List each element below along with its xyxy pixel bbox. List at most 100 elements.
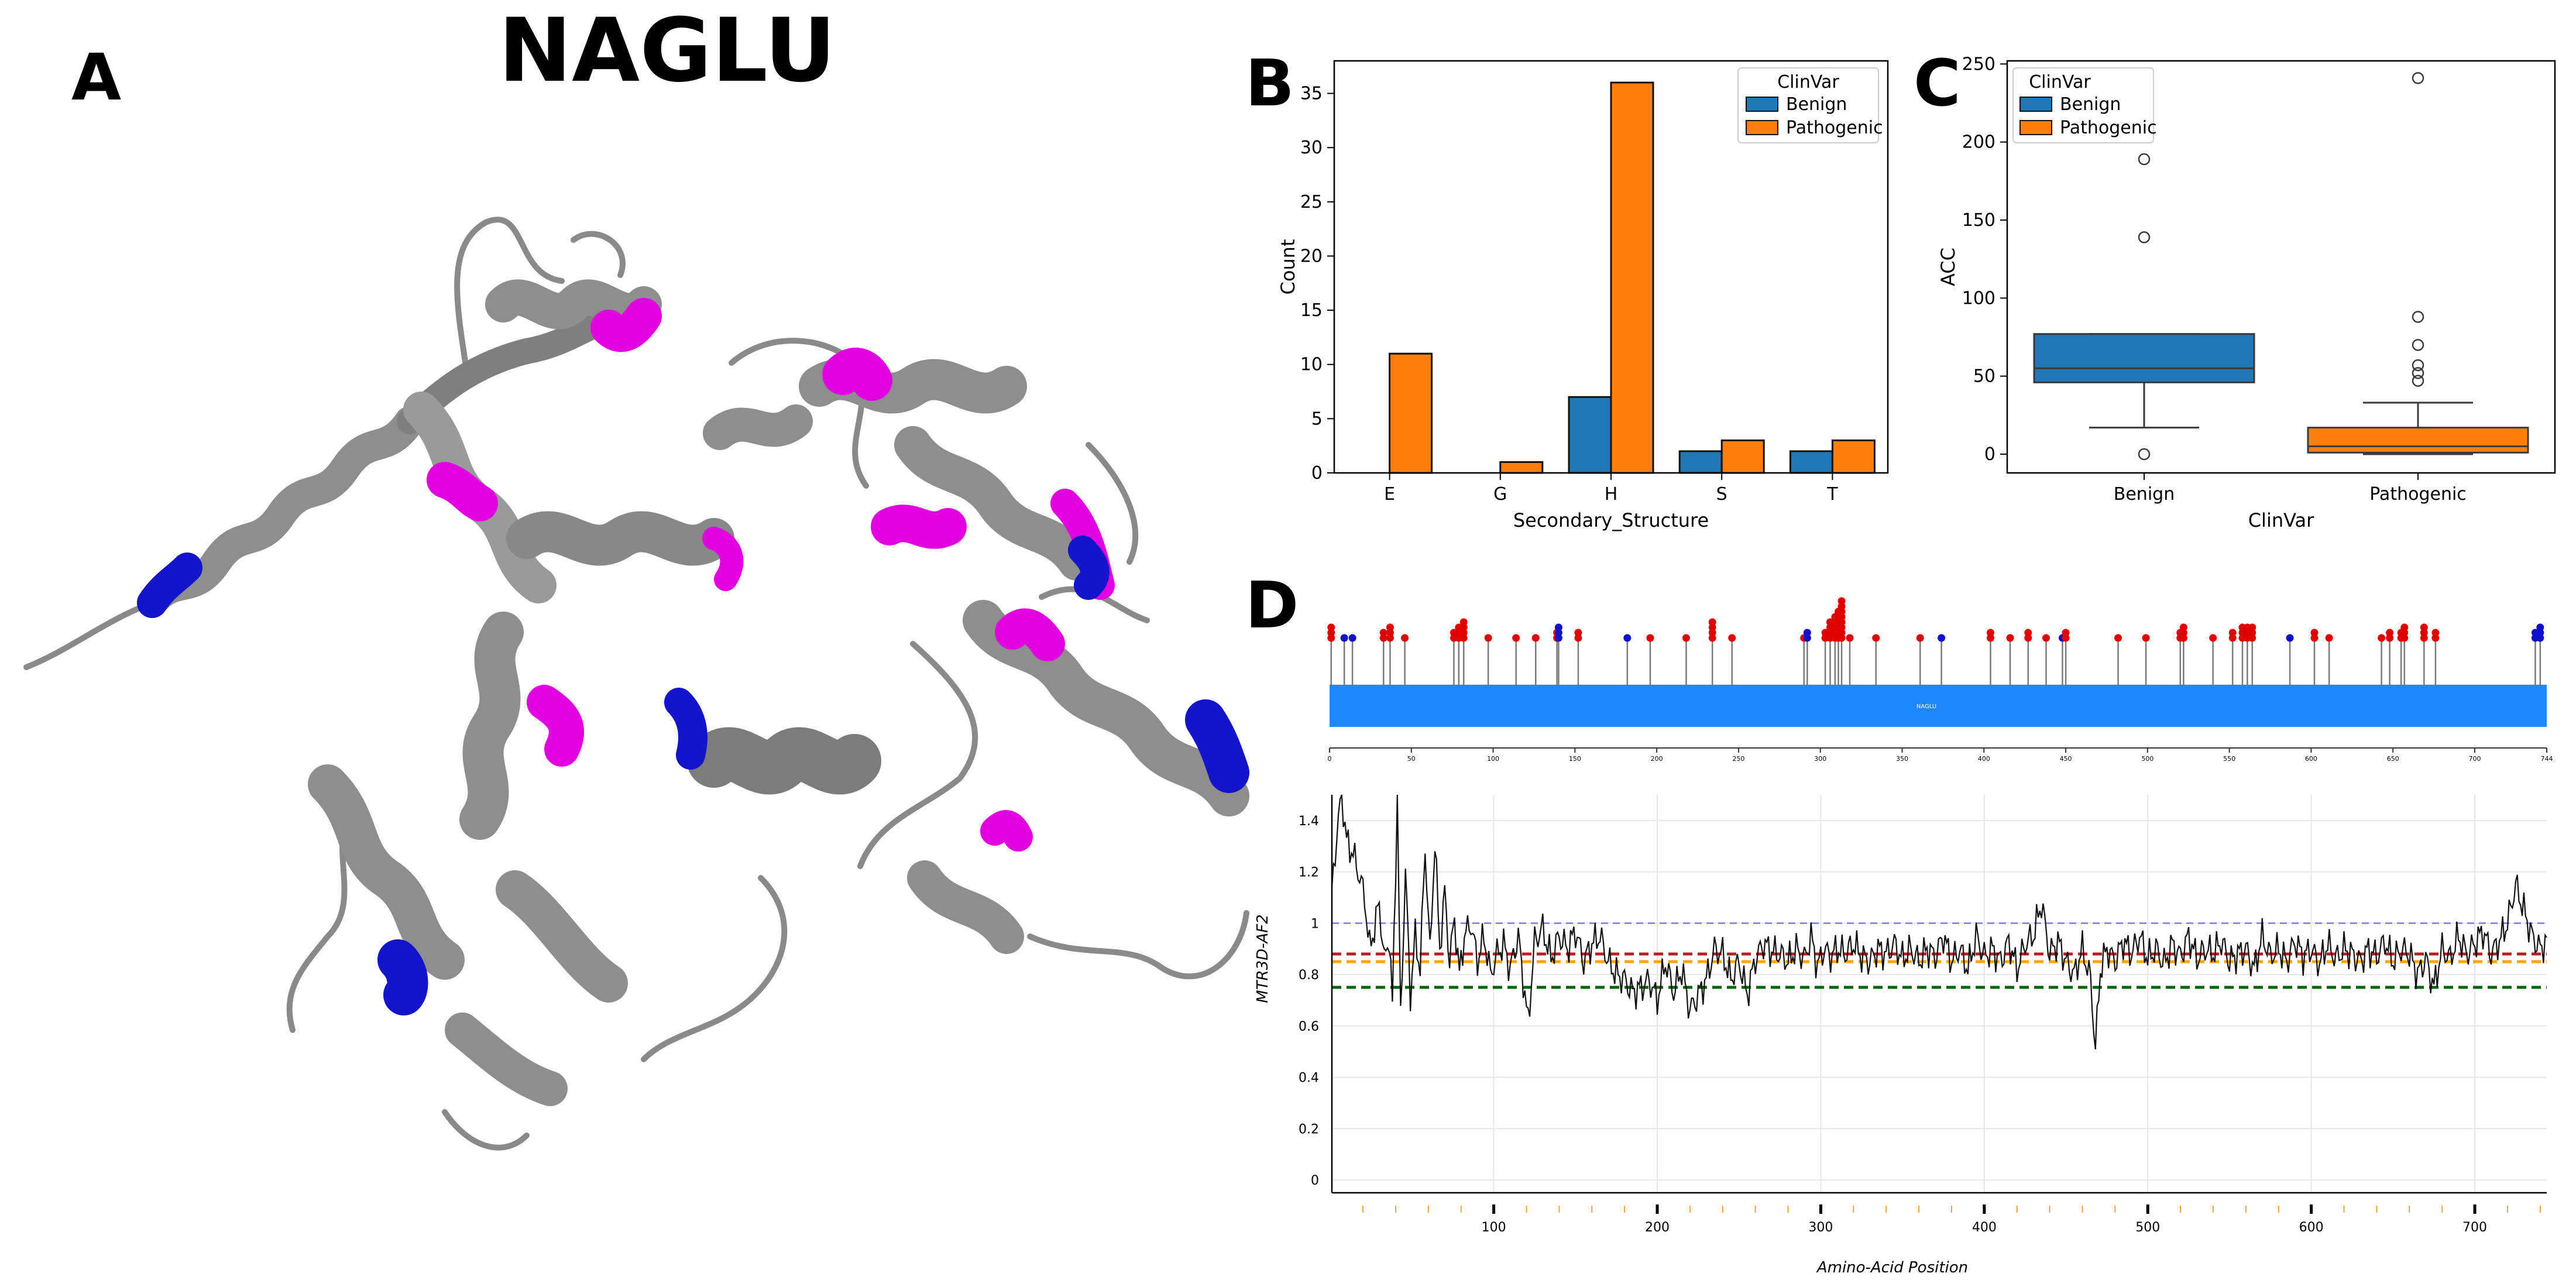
d-lollipop-head (1803, 634, 1811, 642)
d-lollipop-head (2325, 634, 2333, 642)
c-outlier-point (2412, 311, 2424, 323)
d-lollipop-head (2248, 634, 2256, 642)
d-lollipop-head (1938, 634, 1946, 642)
d-lollipop-head (1574, 629, 1582, 637)
helix-right-lower (963, 600, 1249, 816)
d-ytick-label: 0.2 (1299, 1122, 1319, 1137)
d-lollipop-head (2114, 634, 2122, 642)
d-lollipop-head (1401, 634, 1409, 642)
c-legend-label: Benign (2060, 94, 2121, 115)
d-lollipop-head (1459, 634, 1468, 642)
c-ytick-label: 150 (1962, 210, 1995, 231)
d-lollipop-head (1459, 629, 1468, 637)
d-xtick-label: 300 (1808, 1220, 1833, 1235)
d-lollipop-head (1348, 634, 1356, 642)
d-lollipop-head (1512, 634, 1520, 642)
d-lollipop-head (1459, 618, 1468, 626)
d-lollipop-head (1386, 629, 1394, 637)
panel-c-label: C (1914, 46, 1961, 121)
d-xlabel: Amino-Acid Position (1816, 1259, 1968, 1276)
d-lollipop-head (1340, 634, 1348, 642)
chart-c-acc-boxplot: 0 50 100 150 200 250 Benign Pathogenic ClinVar AC… (1937, 54, 2556, 531)
d-lollipop-head (1872, 634, 1880, 642)
helix-right-lower-benign (1185, 699, 1249, 793)
d-lollipop-head (2248, 623, 2256, 632)
b-ylabel: Count (1277, 239, 1299, 294)
d-lollipop-head (1386, 634, 1394, 642)
helix-right-top-path (822, 348, 892, 401)
helix-left-upper-path (427, 462, 498, 521)
helix-bottom (445, 1013, 568, 1106)
b-xtick-label: S (1716, 484, 1727, 504)
d-ytick-label: 0.8 (1299, 968, 1319, 983)
d-xtick-label: 400 (1972, 1220, 1997, 1235)
d-lollipop-head (2179, 634, 2187, 642)
d-lollipop-head (1837, 634, 1846, 642)
panel-a-label: A (71, 40, 121, 115)
d-lollipop-head (1728, 634, 1736, 642)
d-lollipop-head (2431, 629, 2440, 637)
b-bar-pathogenic-S (1720, 439, 1765, 474)
c-legend-swatch-benign (2019, 97, 2052, 112)
d-lollipop-head (1554, 629, 1562, 637)
b-ytick-label: 35 (1300, 84, 1323, 104)
b-xtick-label: E (1384, 484, 1395, 504)
d-lollipop-head (1837, 623, 1846, 632)
d-ytick-label: 0.6 (1299, 1020, 1319, 1034)
helix-nterm-long (137, 406, 425, 618)
d-lollipop-head (1327, 634, 1335, 642)
d-lollipop-head (1803, 629, 1811, 637)
d-lollipop-head (1623, 634, 1632, 642)
d-lollipop-tick-label: 650 (2387, 755, 2399, 763)
d-lollipop-tick-label: 450 (2060, 755, 2072, 763)
d-lollipop-head (2179, 629, 2187, 637)
d-lollipop-head (2179, 623, 2187, 632)
d-lollipop-head (2248, 629, 2256, 637)
helix-top-left-path (590, 298, 662, 352)
c-xtick-label: Benign (2114, 484, 2175, 504)
helix-right-lower-path (995, 608, 1065, 661)
c-outlier-point (2412, 359, 2424, 372)
c-outlier-point (2412, 367, 2424, 379)
helix-bottom-left (496, 870, 628, 1003)
c-outlier-point (2138, 448, 2151, 461)
b-xtick-label: T (1826, 484, 1838, 504)
d-lollipop-tick-label: 600 (2305, 755, 2317, 763)
d-lollipop-head (2536, 623, 2544, 632)
coil-center (857, 641, 978, 869)
d-lollipop-head (2310, 634, 2319, 642)
d-lollipop-head (2420, 623, 2428, 632)
d-lollipop-head (2400, 634, 2409, 642)
helix-center-barrel (687, 727, 881, 795)
d-lollipop-head (1459, 623, 1468, 632)
d-lollipop-head (2142, 634, 2150, 642)
coil-nterm (23, 600, 155, 670)
d-xtick-label: 700 (2462, 1220, 2487, 1235)
d-lollipop-head (2420, 629, 2428, 637)
coil-top (454, 217, 565, 383)
protein-title: NAGLU (499, 0, 836, 102)
panel-d-label: D (1245, 568, 1299, 643)
b-ytick-label: 25 (1300, 192, 1323, 212)
d-xtick-label: 200 (1645, 1220, 1670, 1235)
b-legend-title: ClinVar (1777, 72, 1839, 92)
d-lollipop-head (2062, 634, 2070, 642)
b-legend-label: Benign (1786, 94, 1847, 115)
d-lollipop-head (2400, 623, 2409, 632)
d-ylabel: MTR3D-AF2 (1254, 914, 1272, 1003)
d-lollipop-head (2431, 634, 2440, 642)
b-legend-label: Pathogenic (1786, 118, 1883, 138)
b-xtick-label: H (1605, 484, 1618, 504)
coil-right-upper (1086, 442, 1139, 565)
c-ytick-label: 100 (1962, 288, 1995, 308)
d-lollipop-head (1837, 629, 1846, 637)
b-ytick-label: 0 (1311, 463, 1323, 483)
d-lollipop-head (2286, 634, 2294, 642)
d-lollipop-head (2536, 634, 2544, 642)
d-lollipop-tick-label: 400 (1978, 755, 1990, 763)
d-lollipop-head (1916, 634, 1924, 642)
d-lollipop-head (1554, 634, 1562, 642)
d-ytick-label: 1.4 (1299, 814, 1319, 829)
d-lollipop-head (1837, 602, 1846, 610)
d-lollipop-head (1554, 623, 1562, 632)
